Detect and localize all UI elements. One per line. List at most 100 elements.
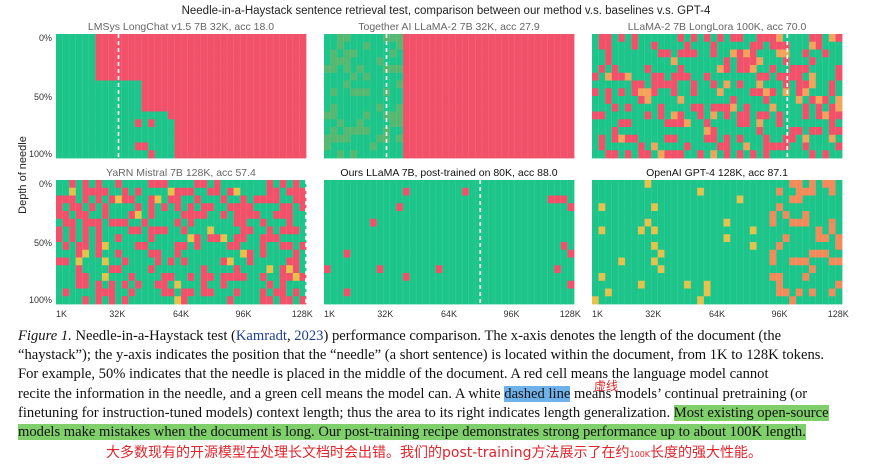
heatmap-cell xyxy=(611,218,619,227)
heatmap-cell xyxy=(240,134,248,143)
heatmap-cell xyxy=(835,296,843,305)
heatmap-cell xyxy=(495,142,503,151)
heatmap-cell xyxy=(554,234,562,243)
heatmap-cell xyxy=(442,249,450,258)
heatmap-cell xyxy=(670,180,678,189)
heatmap-cell xyxy=(148,88,156,97)
heatmap-cell xyxy=(292,88,300,97)
heatmap-cell xyxy=(115,211,123,220)
heatmap-cell xyxy=(809,234,817,243)
heatmap-cell xyxy=(690,111,698,120)
heatmap-cell xyxy=(213,226,221,235)
heatmap-cell xyxy=(501,80,509,89)
heatmap-cell xyxy=(435,296,443,305)
heatmap-cell xyxy=(554,203,562,212)
heatmap-cell xyxy=(697,180,705,189)
citation-link[interactable]: Kamradt xyxy=(235,328,287,344)
heatmap-cell xyxy=(822,218,830,227)
heatmap-cell xyxy=(108,96,116,105)
heatmap-cell xyxy=(618,88,626,97)
heatmap-cell xyxy=(356,103,364,112)
heatmap-cell xyxy=(174,80,182,89)
heatmap-cell xyxy=(749,142,757,151)
heatmap-cell xyxy=(481,88,489,97)
heatmap-cell xyxy=(723,265,731,274)
heatmap-cell xyxy=(213,234,221,243)
heatmap-cell xyxy=(429,187,437,196)
heatmap-cell xyxy=(220,41,228,50)
heatmap-cell xyxy=(246,111,254,120)
heatmap-cell xyxy=(240,150,248,159)
heatmap-cell xyxy=(455,257,463,266)
heatmap-cell xyxy=(187,57,195,66)
heatmap-cell xyxy=(835,80,843,89)
heatmap-cell xyxy=(769,49,777,58)
heatmap-cell xyxy=(200,211,208,220)
heatmap-cell xyxy=(455,134,463,143)
heatmap-cell xyxy=(75,150,83,159)
heatmap-cell xyxy=(422,288,430,297)
heatmap-cell xyxy=(299,280,307,289)
heatmap-cell xyxy=(409,119,417,128)
heatmap-cell xyxy=(299,134,307,143)
heatmap-cell xyxy=(174,49,182,58)
heatmap-cell xyxy=(102,296,110,305)
heatmap-cell xyxy=(181,103,188,112)
heatmap-cell xyxy=(697,203,705,212)
heatmap-cell xyxy=(730,65,738,74)
heatmap-cell xyxy=(514,88,522,97)
heatmap-cell xyxy=(618,280,626,289)
heatmap-cell xyxy=(56,80,63,89)
heatmap-cell xyxy=(148,142,156,151)
heatmap-cell xyxy=(213,180,221,189)
heatmap-cell xyxy=(62,49,70,58)
heatmap-cell xyxy=(618,111,626,120)
heatmap-cell xyxy=(657,195,665,204)
heatmap-cell xyxy=(488,203,496,212)
heatmap-cell xyxy=(200,80,208,89)
heatmap-cell xyxy=(409,265,417,274)
heatmap-cell xyxy=(769,288,777,297)
heatmap-cell xyxy=(828,49,836,58)
citation-year-link[interactable]: 2023 xyxy=(294,328,324,344)
heatmap-cell xyxy=(756,180,764,189)
heatmap-cell xyxy=(763,288,771,297)
heatmap-cell xyxy=(330,187,338,196)
heatmap-cell xyxy=(690,103,698,112)
heatmap-cell xyxy=(756,242,764,251)
heatmap-cell xyxy=(429,127,437,136)
heatmap-cell xyxy=(246,234,254,243)
heatmap-cell xyxy=(651,296,659,305)
heatmap-cell xyxy=(402,211,410,220)
heatmap-cell xyxy=(363,218,371,227)
heatmap-panel: Together AI LLaMA-2 7B 32K, acc 27.9 xyxy=(324,21,575,159)
heatmap-cell xyxy=(154,111,162,120)
heatmap-cell xyxy=(508,257,516,266)
heatmap-cell xyxy=(370,65,378,74)
heatmap-cell xyxy=(370,226,378,235)
heatmap-cell xyxy=(429,134,437,143)
heatmap-cell xyxy=(481,211,489,220)
heatmap-cell xyxy=(134,280,142,289)
heatmap-cell xyxy=(684,150,692,159)
heatmap-cell xyxy=(220,88,228,97)
heatmap-cell xyxy=(279,80,287,89)
heatmap-cell xyxy=(389,88,397,97)
heatmap-cell xyxy=(730,119,738,128)
heatmap-cell xyxy=(618,273,626,282)
heatmap-cell xyxy=(567,288,575,297)
heatmap-cell xyxy=(253,257,261,266)
heatmap-cell xyxy=(102,80,110,89)
heatmap-cell xyxy=(644,234,652,243)
heatmap-cell xyxy=(376,119,384,128)
heatmap-cell xyxy=(690,180,698,189)
heatmap-cell xyxy=(108,80,116,89)
heatmap-cell xyxy=(174,103,182,112)
heatmap-cell xyxy=(259,187,267,196)
heatmap-cell xyxy=(567,49,575,58)
heatmap-cell xyxy=(181,41,188,50)
heatmap-cell xyxy=(756,88,764,97)
heatmap-cell xyxy=(350,265,358,274)
heatmap-cell xyxy=(468,96,476,105)
heatmap-cell xyxy=(299,96,307,105)
